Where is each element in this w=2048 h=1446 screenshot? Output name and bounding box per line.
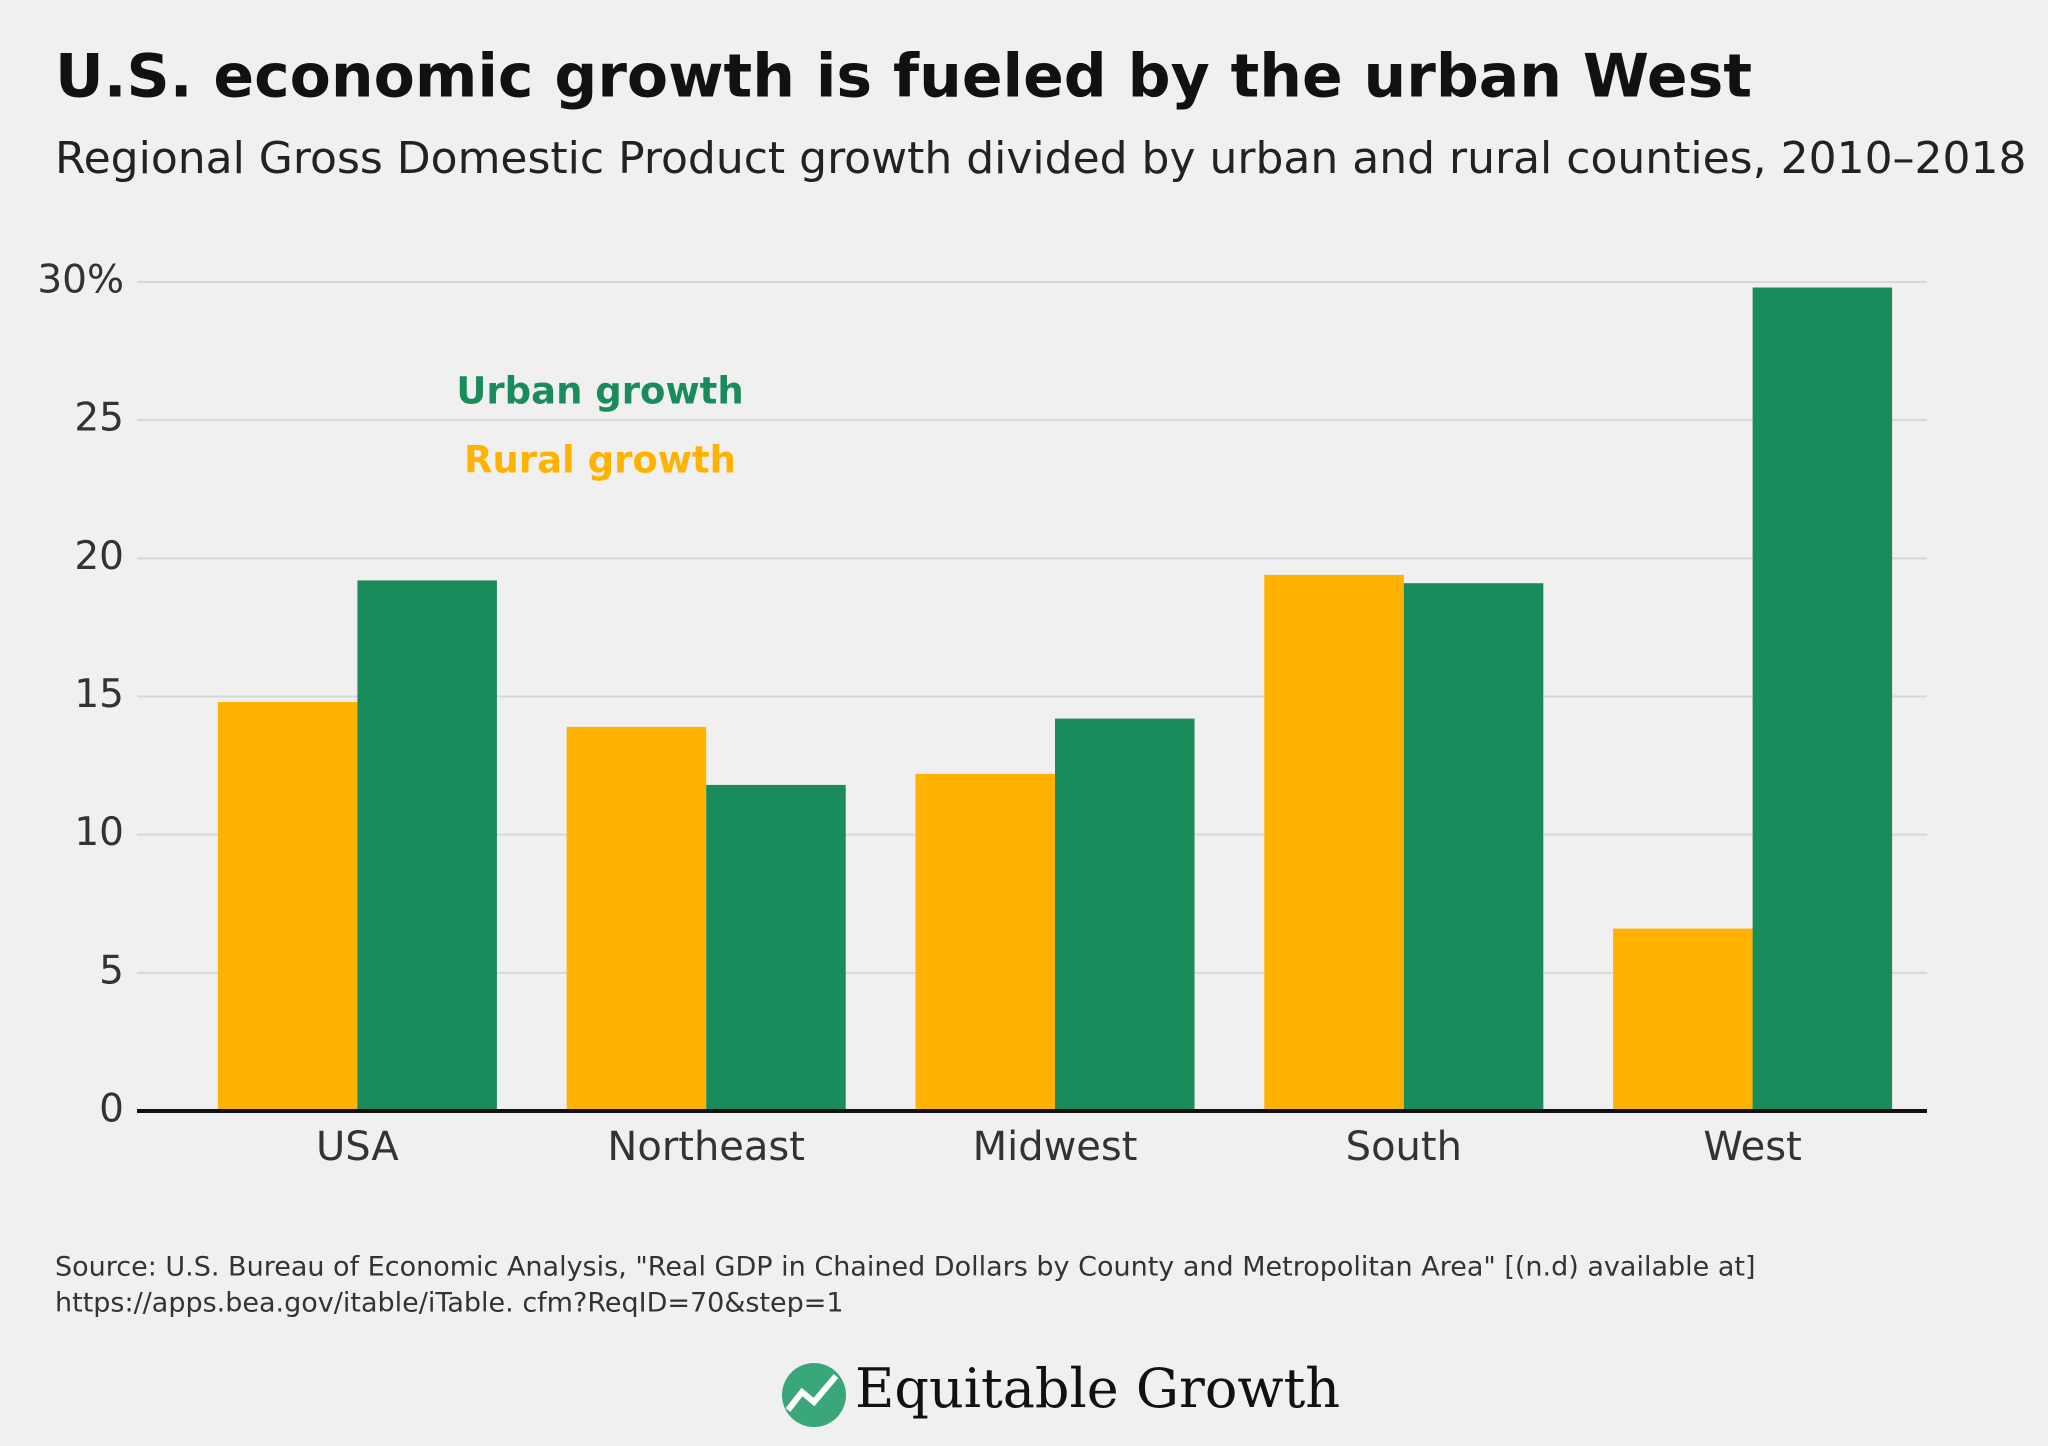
bar [1613,928,1753,1111]
source-line: Source: U.S. Bureau of Economic Analysis… [55,1252,1756,1283]
x-tick-label: West [1703,1124,1801,1170]
bar [1403,583,1544,1111]
x-tick-label: Midwest [973,1124,1138,1170]
source-line: https://apps.bea.gov/itable/iTable. cfm?… [55,1288,844,1319]
bar [217,702,358,1111]
y-tick-label: 30% [37,258,124,303]
legend-entry: Urban growth [456,370,743,413]
bar [706,784,846,1111]
y-tick-label: 20 [74,534,124,579]
x-tick-label: Northeast [607,1124,805,1170]
y-tick-label: 0 [99,1087,124,1132]
brand-logo: Equitable Growth [782,1357,1340,1427]
logo-icon-line [785,1374,839,1412]
chart-subtitle: Regional Gross Domestic Product growth d… [55,133,2027,184]
bar [357,580,497,1111]
x-tick-label: USA [316,1124,399,1170]
bar [1752,287,1893,1111]
x-tick-label: South [1346,1124,1462,1170]
y-tick-label: 10 [74,810,124,855]
brand-name: Equitable Growth [855,1357,1340,1420]
y-tick-label: 25 [74,396,124,441]
chart-title: U.S. economic growth is fueled by the ur… [55,42,1752,112]
bar [1264,574,1404,1111]
bar [915,773,1055,1111]
y-tick-label: 15 [74,672,124,717]
bar [1055,718,1195,1111]
legend-entry: Rural growth [464,439,736,482]
bar [566,726,707,1111]
logo-icon [782,1363,846,1427]
y-tick-label: 5 [99,948,124,993]
